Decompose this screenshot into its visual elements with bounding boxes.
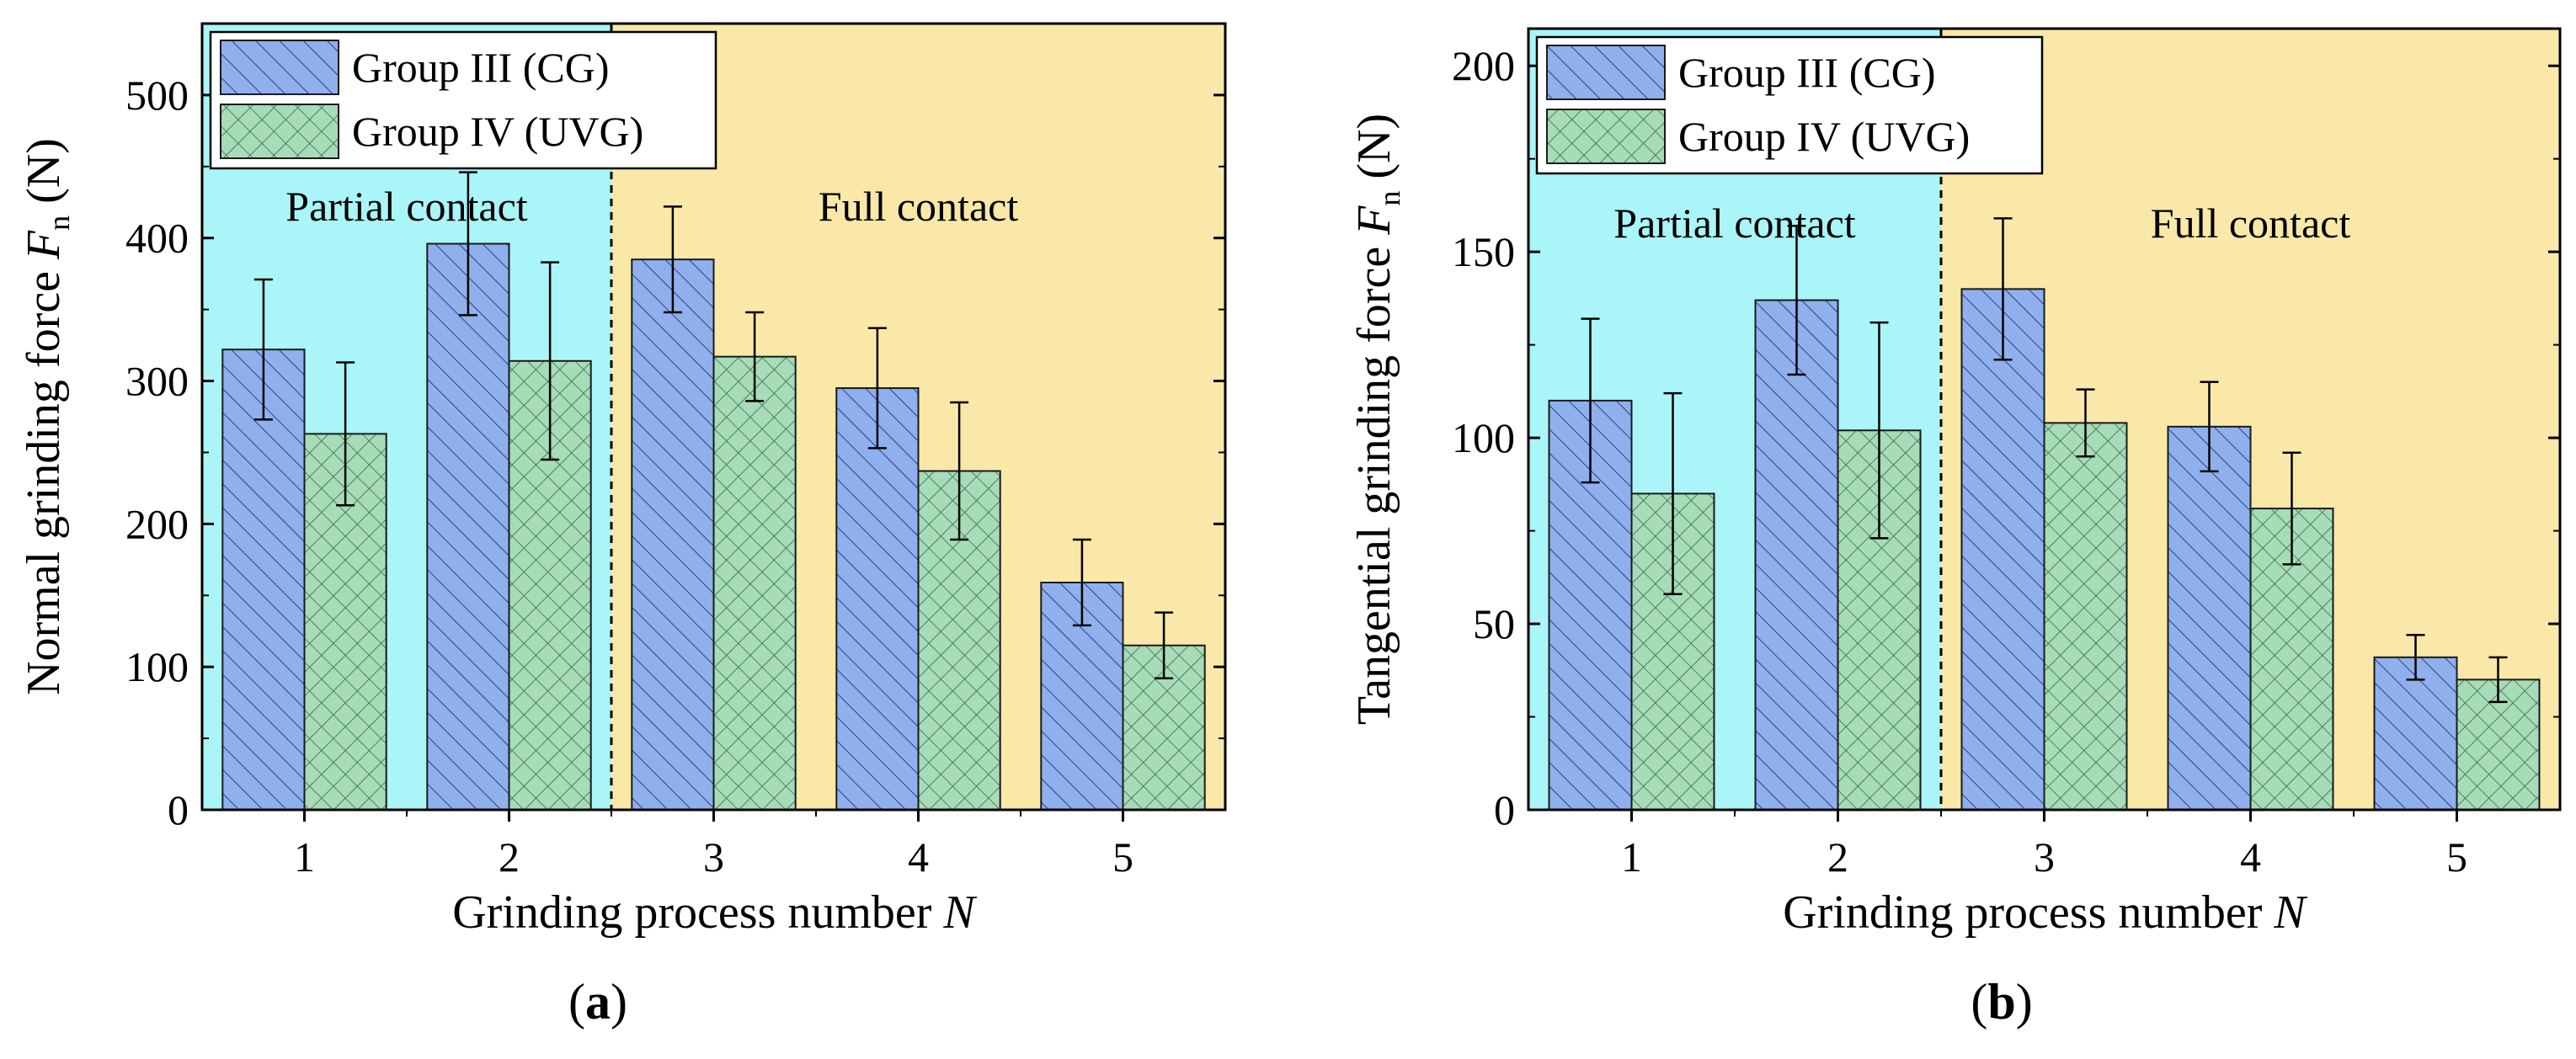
y-tick-label: 50 — [1473, 600, 1515, 647]
y-axis-label-sub: n — [42, 216, 76, 231]
error-bar-s1-c1 — [336, 361, 355, 507]
error-bar-s1-c2 — [541, 261, 560, 461]
legend: Group III (CG) Group IV (UVG) — [1535, 35, 2044, 175]
x-tick-label: 2 — [499, 833, 520, 881]
y-tick-label: 400 — [125, 215, 189, 262]
y-axis-label-unit: (N) — [18, 138, 70, 216]
error-bar-s0-c1 — [253, 278, 273, 421]
bar-group-s0-c2 — [426, 242, 510, 811]
region-label-partial: Partial contact — [1613, 200, 1855, 247]
y-tick-label: 300 — [125, 358, 189, 405]
y-axis-label-var: F — [18, 230, 70, 260]
bar-group-s1-c1 — [303, 433, 387, 811]
x-tick-label: 5 — [2446, 833, 2467, 881]
chart-panel-a: Partial contact Full contact 0 100 200 300 400… — [18, 22, 1227, 1030]
y-tick-label: 100 — [125, 643, 189, 690]
x-tick-label: 3 — [2034, 833, 2055, 881]
bar-cg-4 — [2167, 425, 2252, 811]
error-bar-s0-c2 — [1787, 224, 1806, 376]
region-label-full: Full contact — [2151, 200, 2351, 247]
bar-group-s1-c3 — [2043, 422, 2128, 811]
error-bar-s1-c2 — [1869, 321, 1889, 540]
error-bar-s1-c5 — [2488, 656, 2508, 704]
legend: Group III (CG) Group IV (UVG) — [209, 30, 717, 170]
bar-group-s0-c3 — [631, 258, 715, 811]
panel-caption: (b) — [1971, 974, 2032, 1030]
y-tick-label: 200 — [1452, 42, 1515, 89]
bar-group-s0-c4 — [2167, 425, 2252, 811]
error-bar-s0-c4 — [867, 327, 887, 450]
legend-label-uvg: Group IV (UVG) — [1678, 113, 1970, 160]
x-tick-label: 4 — [908, 833, 929, 881]
error-bar-s0-c3 — [1993, 217, 2013, 361]
bar-group-s0-c4 — [835, 387, 920, 811]
x-axis-label: Grinding process number N — [452, 886, 977, 939]
y-axis-label-text: Normal grinding force — [18, 259, 70, 695]
bar-uvg-3 — [712, 355, 797, 811]
y-tick-label: 0 — [168, 786, 189, 833]
panel-caption-letter: b — [1987, 974, 2015, 1030]
error-bar-s0-c1 — [1581, 317, 1600, 484]
bar-cg-2 — [426, 242, 510, 811]
x-axis-label-var: N — [942, 886, 977, 939]
error-bar-s1-c3 — [2076, 388, 2095, 458]
bar-group-s0-c2 — [1754, 299, 1839, 812]
bar-cg-4 — [835, 387, 920, 811]
y-tick-label: 500 — [125, 72, 189, 119]
bar-group-s0-c1 — [221, 349, 306, 812]
x-tick-label: 3 — [703, 833, 724, 881]
region-label-full: Full contact — [819, 183, 1019, 230]
y-axis-label: Tangential grinding force Fn (N) — [1348, 114, 1406, 725]
x-axis-label-text: Grinding process number — [1783, 886, 2274, 939]
error-bar-s0-c5 — [1072, 538, 1091, 627]
error-bar-s1-c5 — [1155, 611, 1174, 680]
x-axis-label-text: Grinding process number — [452, 886, 943, 939]
x-tick-label: 4 — [2240, 833, 2261, 881]
bar-group-s1-c3 — [712, 355, 797, 811]
legend-swatch-uvg — [1546, 109, 1666, 164]
legend-swatch-uvg — [220, 104, 339, 159]
error-bar-s0-c4 — [2200, 380, 2219, 473]
y-tick-label: 150 — [1452, 228, 1515, 275]
error-bar-s1-c4 — [2282, 451, 2301, 566]
chart-panel-b: Partial contact Full contact 0 50 100 150 200 1… — [1348, 27, 2562, 1030]
y-tick-label: 200 — [125, 500, 189, 547]
y-axis-label-sub: n — [1373, 191, 1406, 206]
y-tick-label: 100 — [1452, 414, 1515, 461]
y-tick-label: 0 — [1494, 786, 1515, 833]
panel-caption-letter: a — [585, 974, 611, 1030]
error-bar-s0-c5 — [2406, 634, 2425, 681]
bar-uvg-3 — [2043, 422, 2128, 811]
x-tick-label: 2 — [1827, 833, 1848, 881]
error-bar-s0-c2 — [458, 171, 477, 317]
y-axis-label-unit: (N) — [1348, 114, 1400, 191]
y-axis-label: Normal grinding force Fn (N) — [18, 138, 76, 695]
error-bar-s1-c4 — [950, 401, 969, 541]
error-bar-s1-c1 — [1663, 391, 1683, 595]
bar-group-s0-c3 — [1960, 288, 2045, 812]
bar-cg-3 — [1960, 288, 2045, 812]
legend-swatch-cg — [220, 40, 339, 95]
panel-caption: (a) — [568, 974, 627, 1030]
legend-swatch-cg — [1546, 45, 1666, 100]
x-tick-label: 1 — [1621, 833, 1642, 881]
region-label-partial: Partial contact — [285, 183, 527, 230]
bar-group-s0-c5 — [2373, 656, 2458, 811]
legend-label-cg: Group III (CG) — [352, 44, 609, 91]
x-tick-label: 1 — [294, 833, 315, 881]
bar-cg-2 — [1754, 299, 1839, 812]
y-axis-label-text: Tangential grinding force — [1348, 235, 1400, 725]
x-tick-label: 5 — [1112, 833, 1133, 881]
error-bar-s0-c3 — [663, 205, 682, 314]
legend-label-cg: Group III (CG) — [1678, 49, 1935, 96]
x-axis-label: Grinding process number N — [1783, 886, 2307, 939]
bar-cg-5 — [2373, 656, 2458, 811]
error-bar-s1-c3 — [745, 311, 765, 402]
x-axis-label-var: N — [2273, 886, 2307, 939]
y-axis-label-var: F — [1348, 205, 1400, 236]
bar-cg-3 — [631, 258, 715, 811]
legend-label-uvg: Group IV (UVG) — [352, 108, 643, 155]
